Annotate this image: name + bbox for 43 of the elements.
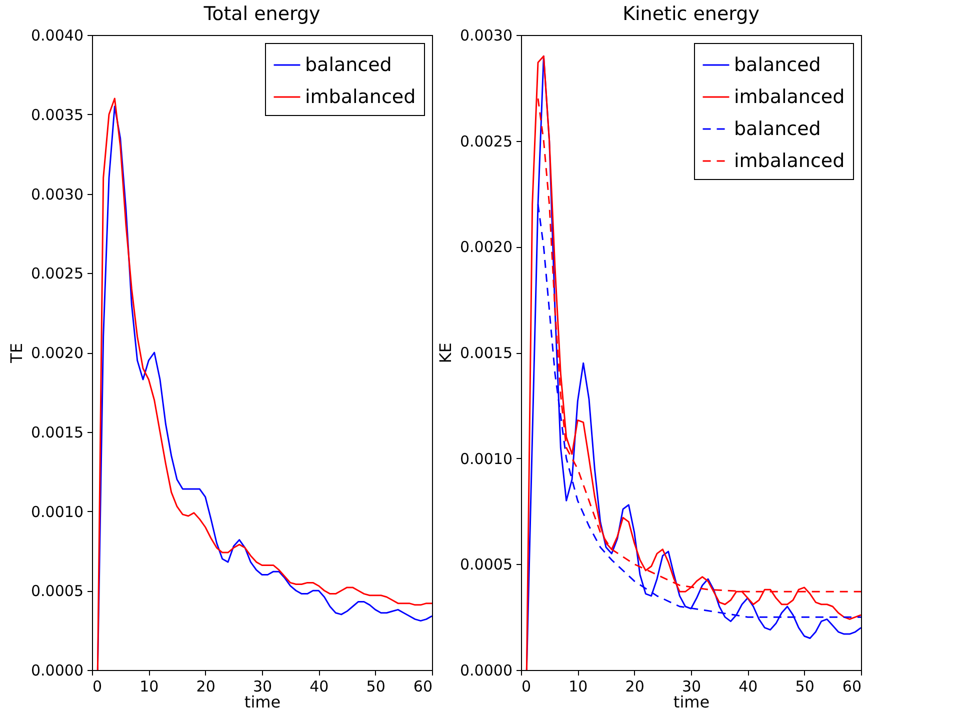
x-axis-title: time (673, 692, 710, 712)
y-tick-label: 0.0015 (460, 344, 512, 362)
legend-label: balanced (305, 54, 392, 76)
y-tick-label: 0.0020 (460, 238, 512, 256)
y-tick-label: 0.0030 (31, 185, 84, 204)
x-tick-label: 60 (413, 678, 432, 696)
x-tick-label: 50 (366, 678, 386, 696)
x-tick-label: 40 (738, 678, 758, 696)
x-tick-label: 20 (196, 678, 216, 696)
y-tick-label: 0.0015 (31, 423, 84, 442)
legend-label: imbalanced (305, 86, 416, 108)
y-tick-label: 0.0010 (460, 450, 512, 468)
x-tick-label: 30 (252, 678, 272, 696)
line-series (526, 55, 861, 670)
legend-label: imbalanced (734, 86, 845, 108)
x-tick-label: 0 (522, 678, 532, 696)
x-tick-label: 60 (842, 678, 862, 696)
x-tick-label: 30 (682, 678, 702, 696)
legend-label: imbalanced (734, 150, 845, 172)
y-tick-label: 0.0005 (31, 582, 84, 600)
y-tick-label: 0.0020 (31, 344, 84, 362)
y-tick-label: 0.0005 (460, 556, 512, 574)
y-tick-label: 0.0025 (460, 132, 512, 150)
x-axis-title: time (244, 692, 281, 712)
y-tick-label: 0.0035 (31, 106, 84, 124)
y-tick-label: 0.0000 (31, 662, 84, 680)
legend-label: balanced (734, 118, 821, 140)
chart-title: Total energy (202, 3, 320, 25)
y-tick-label: 0.0030 (460, 26, 512, 44)
x-tick-label: 50 (795, 678, 814, 696)
chart-title: Kinetic energy (622, 3, 760, 25)
y-tick-label: 0.0040 (31, 26, 84, 44)
x-tick-label: 10 (568, 678, 588, 696)
y-axis-title: TE (7, 343, 26, 364)
x-tick-label: 20 (625, 678, 644, 696)
y-tick-label: 0.0025 (31, 264, 84, 283)
legend-label: balanced (734, 54, 821, 76)
x-tick-label: 10 (140, 678, 159, 696)
y-tick-label: 0.0000 (460, 662, 512, 680)
x-tick-label: 40 (310, 678, 329, 696)
x-tick-label: 0 (92, 678, 102, 696)
y-axis-title: KE (436, 342, 456, 364)
y-tick-label: 0.0010 (31, 502, 84, 521)
